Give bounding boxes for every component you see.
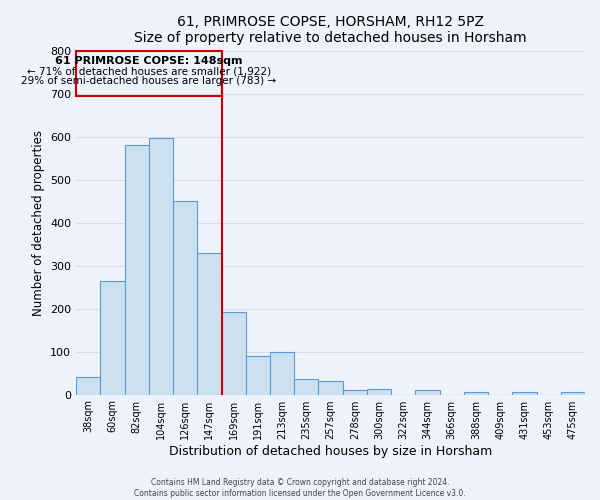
Bar bbox=[464, 392, 488, 394]
Y-axis label: Number of detached properties: Number of detached properties bbox=[32, 130, 44, 316]
Bar bbox=[270, 352, 294, 395]
Bar bbox=[173, 201, 197, 394]
Bar bbox=[221, 312, 246, 394]
Bar bbox=[512, 392, 536, 394]
Bar bbox=[125, 145, 149, 394]
Text: ← 71% of detached houses are smaller (1,922): ← 71% of detached houses are smaller (1,… bbox=[27, 67, 271, 77]
Bar bbox=[294, 378, 319, 394]
Text: 29% of semi-detached houses are larger (783) →: 29% of semi-detached houses are larger (… bbox=[21, 76, 277, 86]
Bar bbox=[197, 252, 221, 394]
Bar bbox=[246, 356, 270, 395]
Bar bbox=[149, 138, 173, 394]
Bar bbox=[561, 392, 585, 394]
Bar bbox=[76, 50, 221, 96]
Bar bbox=[343, 390, 367, 394]
Bar bbox=[76, 378, 100, 394]
Bar bbox=[319, 381, 343, 394]
X-axis label: Distribution of detached houses by size in Horsham: Distribution of detached houses by size … bbox=[169, 444, 492, 458]
Text: Contains HM Land Registry data © Crown copyright and database right 2024.
Contai: Contains HM Land Registry data © Crown c… bbox=[134, 478, 466, 498]
Bar bbox=[100, 282, 125, 395]
Title: 61, PRIMROSE COPSE, HORSHAM, RH12 5PZ
Size of property relative to detached hous: 61, PRIMROSE COPSE, HORSHAM, RH12 5PZ Si… bbox=[134, 15, 527, 45]
Bar bbox=[367, 389, 391, 394]
Text: 61 PRIMROSE COPSE: 148sqm: 61 PRIMROSE COPSE: 148sqm bbox=[55, 56, 242, 66]
Bar bbox=[415, 390, 440, 394]
